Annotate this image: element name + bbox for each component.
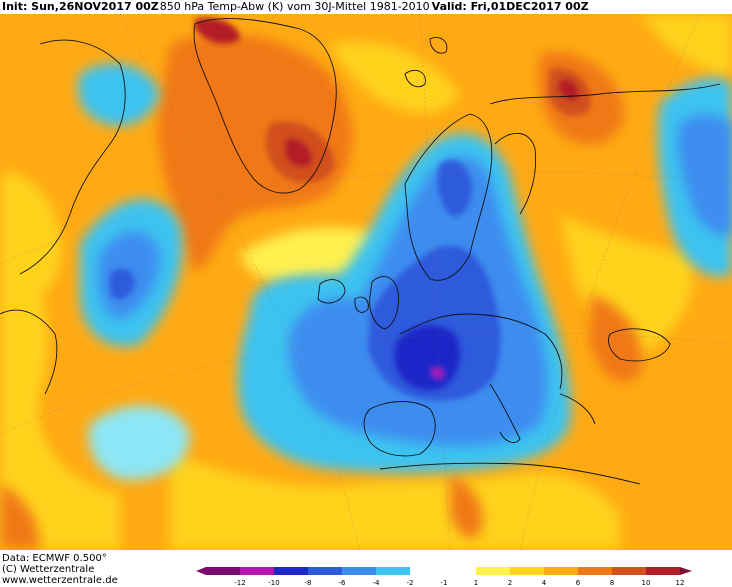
website-url: www.wetterzentrale.de bbox=[2, 575, 118, 586]
field-yellow bbox=[0, 14, 732, 550]
scale-bin-neutral bbox=[410, 567, 476, 575]
coastlines bbox=[0, 18, 721, 485]
map-title: 850 hPa Temp-Abw (K) vom 30J-Mittel 1981… bbox=[159, 0, 430, 13]
scale-label-m6: -6 bbox=[339, 579, 347, 587]
scale-bin-m10 bbox=[240, 567, 274, 575]
anomaly-map bbox=[0, 14, 732, 550]
scale-bin-m6 bbox=[308, 567, 342, 575]
scale-bin-p4 bbox=[544, 567, 578, 575]
scale-bin-m4 bbox=[342, 567, 376, 575]
scale-label-p4: 4 bbox=[542, 579, 547, 587]
scale-bin-p10 bbox=[646, 567, 680, 575]
graticule bbox=[0, 14, 732, 550]
scale-bin-p8 bbox=[612, 567, 646, 575]
anomaly-map-svg bbox=[0, 14, 732, 550]
scale-label-m2: -2 bbox=[407, 579, 414, 587]
scale-label-m8: -8 bbox=[305, 579, 312, 587]
scale-label-p10: 10 bbox=[642, 579, 651, 587]
scale-bin-m2 bbox=[376, 567, 410, 575]
scale-label-p2: 2 bbox=[508, 579, 512, 587]
scale-label-p8: 8 bbox=[610, 579, 614, 587]
init-time: Init: Sun,26NOV2017 00Z bbox=[2, 0, 159, 13]
scale-label-m4: -4 bbox=[373, 579, 381, 587]
valid-time: Valid: Fri,01DEC2017 00Z bbox=[431, 0, 589, 13]
scale-label-m12: -12 bbox=[234, 579, 245, 587]
scale-label-m1: -1 bbox=[441, 579, 448, 587]
map-footer: Data: ECMWF 0.500° (C) Wetterzentrale ww… bbox=[0, 550, 732, 587]
copyright: (C) Wetterzentrale bbox=[2, 564, 95, 575]
scale-bin-m12 bbox=[206, 567, 240, 575]
scale-bin-p6 bbox=[578, 567, 612, 575]
scale-right-arrow bbox=[680, 567, 692, 575]
field-cold-core bbox=[395, 325, 460, 391]
scale-label-p12: 12 bbox=[676, 579, 685, 587]
map-header: Init: Sun,26NOV2017 00Z 850 hPa Temp-Abw… bbox=[0, 0, 732, 14]
scale-bin-m8 bbox=[274, 567, 308, 575]
scale-bin-p2 bbox=[510, 567, 544, 575]
color-scale: -12 -10 -8 -6 -4 -2 -1 1 2 4 6 8 10 12 bbox=[196, 567, 692, 587]
credits: Data: ECMWF 0.500° (C) Wetterzentrale ww… bbox=[2, 553, 118, 586]
scale-label-p1: 1 bbox=[474, 579, 478, 587]
scale-left-arrow bbox=[196, 567, 206, 575]
data-source: Data: ECMWF 0.500° bbox=[2, 553, 107, 564]
scale-label-m10: -10 bbox=[268, 579, 279, 587]
scale-label-p6: 6 bbox=[576, 579, 581, 587]
scale-bin-p1 bbox=[476, 567, 510, 575]
